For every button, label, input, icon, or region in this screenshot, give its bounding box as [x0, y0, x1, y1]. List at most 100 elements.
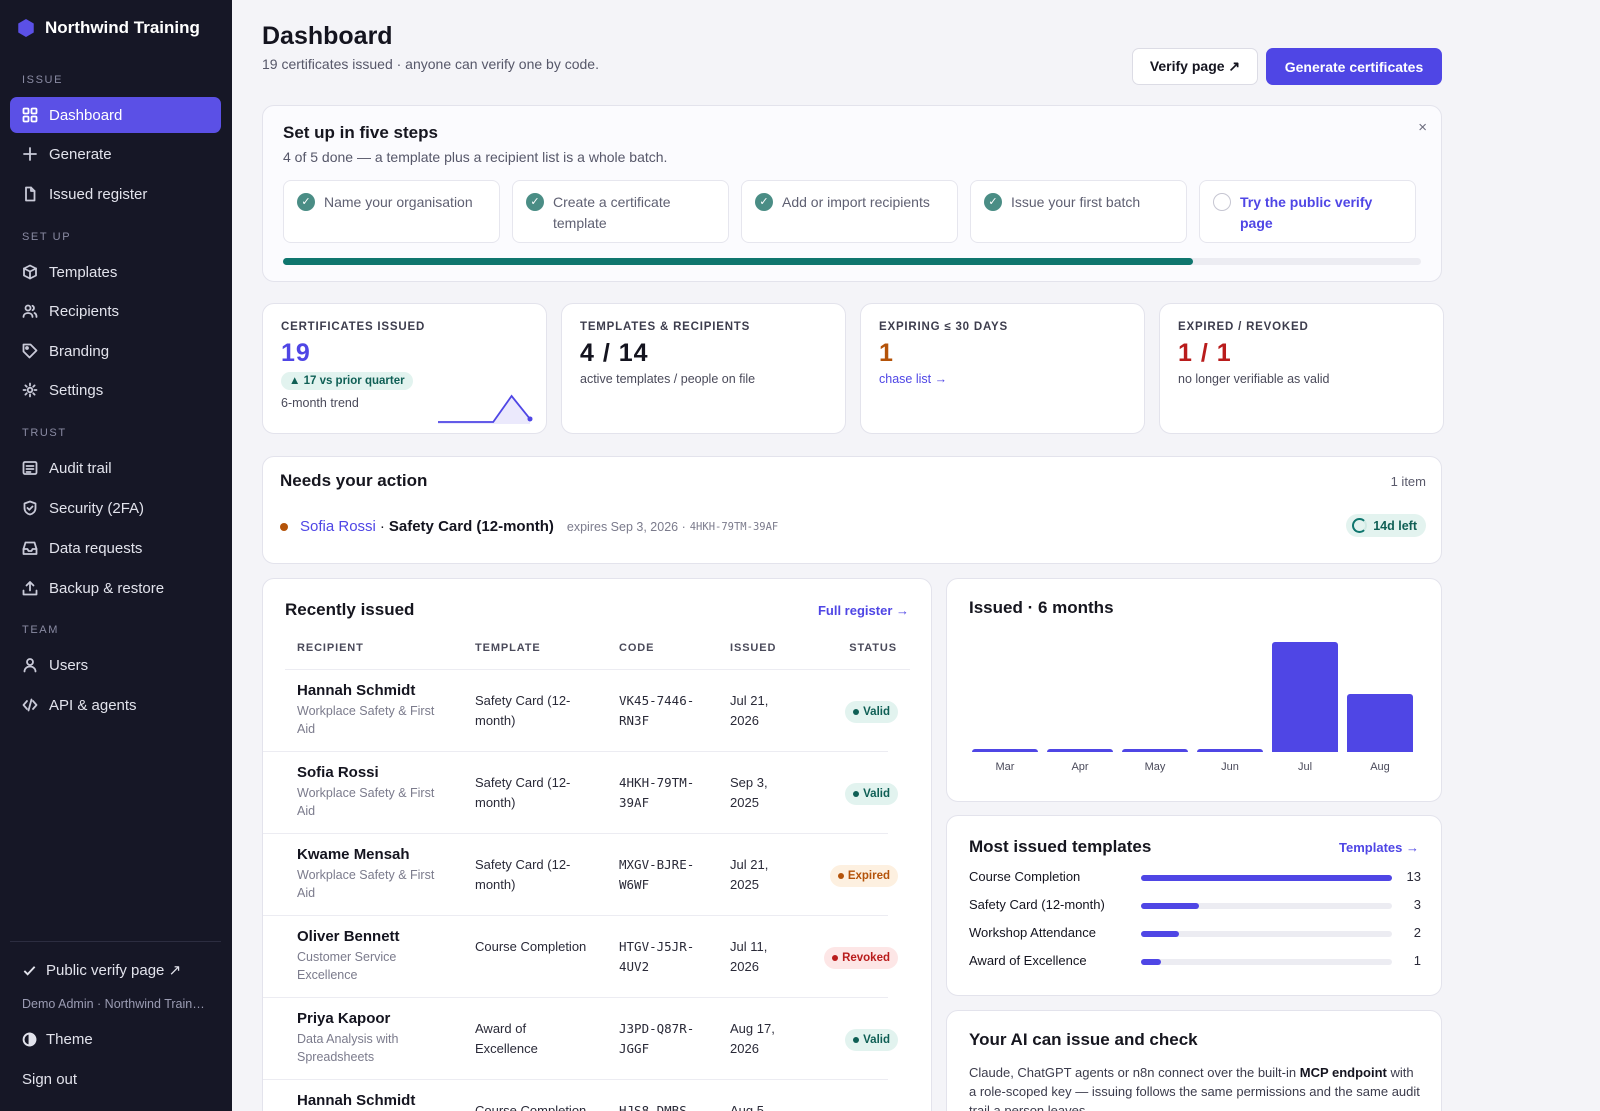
recipient-name[interactable]: Kwame Mensah	[297, 846, 410, 863]
setup-step[interactable]: ✓ Issue your first batch	[970, 180, 1187, 243]
sidebar-item-api-agents[interactable]: API & agents	[10, 687, 221, 723]
course-name: Data Analysis with Spreadsheets	[297, 1032, 399, 1064]
sidebar-item-label: Generate	[49, 145, 112, 163]
sparkline-point	[527, 416, 533, 422]
close-icon[interactable]: ×	[1418, 119, 1427, 136]
ai-title: Your AI can issue and check	[969, 1030, 1198, 1049]
table-row[interactable]: Hannah Schmidt Workplace Safety & First A…	[285, 670, 910, 752]
setup-step[interactable]: ✓ Create a certificate template	[512, 180, 729, 243]
sidebar: Northwind Training ISSUE Dashboard Gener…	[0, 0, 232, 1111]
code-icon	[22, 698, 38, 712]
sidebar-item-audit-trail[interactable]: Audit trail	[10, 450, 221, 486]
sidebar-item-label: Data requests	[49, 539, 143, 557]
status-badge: Expired	[829, 865, 898, 887]
sidebar-item-recipients[interactable]: Recipients	[10, 293, 221, 329]
generate-certificates-button[interactable]: Generate certificates	[1266, 48, 1442, 85]
recipient-name[interactable]: Hannah Schmidt	[297, 682, 416, 699]
table-row[interactable]: Priya Kapoor Data Analysis with Spreadshe…	[285, 998, 910, 1080]
main-content: Dashboard 19 certificates issued · anyon…	[232, 0, 1600, 1111]
bar-mar[interactable]	[972, 749, 1038, 752]
column-header-issued[interactable]: ISSUED	[730, 642, 777, 654]
recipient-name[interactable]: Hannah Schmidt	[297, 1092, 416, 1109]
sidebar-item-branding[interactable]: Branding	[10, 333, 221, 369]
sidebar-item-label: API & agents	[49, 696, 137, 714]
sidebar-item-issued-register[interactable]: Issued register	[10, 176, 221, 212]
sidebar-item-templates[interactable]: Templates	[10, 254, 221, 290]
sidebar-item-label: Issued register	[49, 185, 148, 203]
gear-icon	[22, 382, 38, 398]
code-cell: J3PD-Q87R-JGGF	[619, 1021, 695, 1056]
bar-jun[interactable]	[1197, 749, 1263, 752]
bar-aug[interactable]	[1347, 693, 1413, 752]
sidebar-item-dashboard[interactable]: Dashboard	[10, 97, 221, 133]
setup-step-verify[interactable]: Try the public verify page	[1199, 180, 1416, 243]
column-header-recipient[interactable]: RECIPIENT	[297, 642, 364, 654]
code-cell: HTGV-J5JR-4UV2	[619, 939, 695, 974]
empty-circle-icon	[1213, 193, 1231, 211]
issued-cell: Jul 21, 2025	[730, 857, 769, 892]
template-name: Safety Card (12-month)	[388, 518, 554, 535]
x-tick-label: Aug	[1370, 761, 1390, 773]
sidebar-item-generate[interactable]: Generate	[10, 136, 221, 172]
stat-label: EXPIRING ≤ 30 DAYS	[879, 321, 1008, 333]
contrast-icon	[22, 1032, 37, 1047]
stat-certificates-issued: CERTIFICATES ISSUED 19 ▲ 17 vs prior qua…	[262, 303, 547, 434]
table-row[interactable]: Hannah Schmidt Course Completion HJS8-DMBS…	[285, 1080, 910, 1111]
template-cell: Award of Excellence	[475, 1021, 538, 1056]
column-header-code[interactable]: CODE	[619, 642, 655, 654]
x-tick-label: Jun	[1221, 761, 1239, 773]
templates-link[interactable]: Templates →	[1339, 840, 1419, 855]
x-tick-label: Apr	[1071, 761, 1089, 773]
sidebar-item-settings[interactable]: Settings	[10, 372, 221, 408]
bar-apr[interactable]	[1047, 749, 1113, 752]
section-issue: ISSUE	[22, 74, 64, 86]
template-count: 3	[1413, 897, 1421, 912]
brand[interactable]: Northwind Training	[17, 18, 217, 38]
table-row[interactable]: Kwame Mensah Workplace Safety & First Aid…	[285, 834, 910, 916]
section-setup: SET UP	[22, 231, 72, 243]
bar-jul[interactable]	[1272, 642, 1338, 752]
code-cell: HJS8-DMBS-	[619, 1103, 695, 1111]
most-issued-templates-card: Most issued templates Templates → Course…	[946, 815, 1442, 996]
course-name: Workplace Safety & First Aid	[297, 786, 435, 818]
public-verify-link[interactable]: Public verify page ↗	[22, 961, 181, 979]
template-name: Award of Excellence	[969, 953, 1087, 968]
recipient-link[interactable]: Sofia Rossi	[300, 518, 376, 535]
step-label: Create a certificate template	[553, 194, 671, 231]
verify-page-button[interactable]: Verify page ↗	[1132, 48, 1258, 85]
recipient-name[interactable]: Sofia Rossi	[297, 764, 379, 781]
sign-out-button[interactable]: Sign out	[22, 1071, 77, 1088]
sidebar-item-security[interactable]: Security (2FA)	[10, 490, 221, 526]
sidebar-item-backup-restore[interactable]: Backup & restore	[10, 570, 221, 606]
separator: ·	[379, 518, 385, 535]
page-subtitle: 19 certificates issued · anyone can veri…	[262, 56, 599, 72]
column-header-status[interactable]: STATUS	[849, 642, 897, 654]
template-cell: Course Completion	[475, 1103, 587, 1111]
recipient-name[interactable]: Oliver Bennett	[297, 928, 400, 945]
ai-text-after: with a role-scoped key — issuing follows…	[969, 1065, 1420, 1111]
column-header-template[interactable]: TEMPLATE	[475, 642, 541, 654]
chase-list-link[interactable]: chase list →	[879, 372, 948, 386]
theme-toggle[interactable]: Theme	[22, 1031, 93, 1048]
mcp-endpoint-label: MCP endpoint	[1299, 1065, 1387, 1080]
setup-step[interactable]: ✓ Name your organisation	[283, 180, 500, 243]
recipient-name[interactable]: Priya Kapoor	[297, 1010, 391, 1027]
setup-progress-bar	[283, 258, 1421, 265]
table-row[interactable]: Sofia Rossi Workplace Safety & First Aid S…	[285, 752, 910, 834]
sidebar-item-label: Dashboard	[49, 106, 123, 124]
ai-description: Claude, ChatGPT agents or n8n connect ov…	[969, 1063, 1424, 1111]
code-cell: VK45-7446-RN3F	[619, 693, 695, 728]
sidebar-item-label: Backup & restore	[49, 579, 165, 597]
template-bar-track	[1141, 931, 1392, 937]
template-cell: Safety Card (12-month)	[475, 857, 571, 892]
setup-step[interactable]: ✓ Add or import recipients	[741, 180, 958, 243]
check-icon: ✓	[984, 193, 1002, 211]
full-register-link[interactable]: Full register →	[817, 603, 909, 618]
table-row[interactable]: Oliver Bennett Customer Service Excellenc…	[285, 916, 910, 998]
check-icon: ✓	[755, 193, 773, 211]
bar-may[interactable]	[1122, 749, 1188, 752]
sidebar-item-data-requests[interactable]: Data requests	[10, 530, 221, 566]
course-name: Workplace Safety & First Aid	[297, 704, 435, 736]
status-badge: Revoked	[824, 947, 898, 969]
sidebar-item-users[interactable]: Users	[10, 647, 221, 683]
